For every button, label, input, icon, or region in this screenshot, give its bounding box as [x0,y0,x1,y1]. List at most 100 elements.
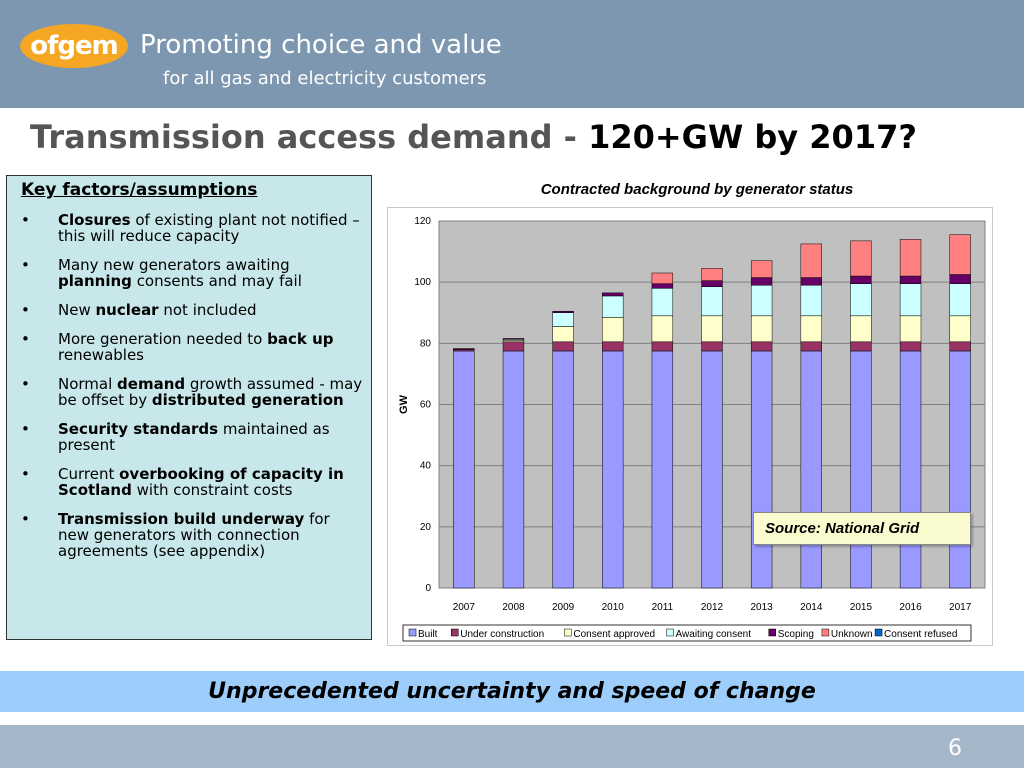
key-factors-box: Key factors/assumptions • Closures of exi… [6,175,372,640]
bar-segment [850,341,872,352]
x-tick-label: 2015 [850,602,873,613]
x-tick-label: 2017 [949,602,972,613]
key-factor-item: • Normal demand growth assumed - may be o… [21,376,365,408]
bar-segment [899,350,922,589]
key-factor-text: of existing plant not notified – this wi… [58,211,360,245]
x-tick-label: 2014 [800,602,823,613]
legend-label: Consent refused [884,629,957,640]
bar-segment [502,341,525,352]
key-factor-text: maintained as present [58,420,330,454]
x-tick-label: 2007 [453,602,476,613]
bar-segment [651,283,674,289]
bar-segment [899,341,922,352]
bullet-icon: • [21,256,30,274]
key-factor-text: with constraint costs [131,481,293,499]
bar-segment [701,350,723,589]
bar-segment [701,280,723,288]
legend-swatch [768,628,776,637]
key-factor-item: • Transmission build underway for new gen… [21,511,365,559]
header-bar [0,0,1024,108]
y-tick-label: 100 [414,277,431,288]
bar-segment [552,341,574,352]
bar-segment [899,239,922,277]
bar-segment [502,338,525,340]
y-tick-label: 80 [420,338,432,349]
legend-swatch [821,628,830,637]
bar-segment [800,350,822,589]
bar-segment [800,341,822,352]
bar-segment [899,283,922,317]
bar-segment [552,310,574,314]
bar-segment [899,315,922,343]
key-factor-emphasis: Transmission build underway [58,510,305,528]
bar-segment [850,275,872,284]
legend-swatch [874,628,883,637]
bar-segment [850,350,872,589]
legend-swatch [666,628,674,637]
bar-segment [750,277,773,286]
chart-title: Contracted background by generator statu… [540,181,854,198]
y-tick-label: 60 [420,400,432,411]
bar-segment [850,315,872,343]
key-factor-emphasis: back up [267,330,334,348]
key-factor-emphasis: demand [117,375,186,393]
stacked-bar-chart: 0 20 40 60 80 100 120 GW 2007 2008 2009 2010 2011 201… [398,216,986,642]
bar-segment [602,295,624,318]
bar-segment [750,315,773,343]
key-factor-item: • Many new generators awaiting planning c… [21,257,365,289]
legend-label: Unknown [831,629,873,640]
legend-swatch [451,628,459,637]
bar-segment [651,350,674,589]
bullet-icon: • [21,420,30,438]
ofgem-logo [20,24,128,68]
y-tick-label: 40 [420,461,432,472]
key-factors-list: • Closures of existing plant not notified… [21,212,365,559]
legend-label: Consent approved [573,629,655,640]
bar-segment [701,286,723,317]
bar-segment [750,341,773,352]
bar-segment [949,350,971,589]
bar-segment [651,272,674,284]
bar-segment [899,275,922,284]
page-title: Transmission access demand - 120+GW by 2… [30,118,917,156]
bar-segment [800,284,822,317]
bar-segment [750,350,773,589]
bar-segment [850,240,872,277]
bar-segment [949,315,971,343]
key-factor-text: Many new generators awaiting [58,256,290,274]
source-annotation: Source: National Grid [753,512,971,545]
y-tick-label: 120 [414,216,431,227]
bar-segment [552,350,574,589]
bar-segment [552,326,574,343]
key-factor-text: Normal [58,375,118,393]
legend-label: Awaiting consent [676,629,752,640]
bar-segment [602,341,624,352]
bar-segment [602,350,624,589]
key-factor-emphasis: planning [58,272,132,290]
bar-segment [453,348,475,350]
bar-segment [701,341,723,352]
bullet-icon: • [21,375,30,393]
key-factor-text: New [58,301,96,319]
bullet-icon: • [21,301,30,319]
page-number: 6 [948,736,962,761]
legend-label: Scoping [778,629,814,640]
bar-segment [701,268,723,281]
legend-label: Built [418,629,438,640]
key-factor-item: • Security standards maintained as presen… [21,421,365,453]
key-factor-item: • Current overbooking of capacity in Scot… [21,466,365,498]
bar-segment [949,283,971,317]
key-factor-text: renewables [58,346,144,364]
bar-segment [949,234,971,275]
x-tick-label: 2008 [502,602,525,613]
key-factor-emphasis: Security standards [58,420,219,438]
key-factor-emphasis: nuclear [95,301,159,319]
title-part2: 120+GW by 2017? [588,118,917,156]
y-tick-label: 20 [420,522,432,533]
chart-panel: Contracted background by generator statu… [387,176,993,646]
bullet-icon: • [21,465,30,483]
key-factor-text: not included [158,301,257,319]
conclusion-banner: Unprecedented uncertainty and speed of c… [0,671,1024,712]
y-tick-label: 0 [425,583,431,594]
bar-segment [949,341,971,352]
